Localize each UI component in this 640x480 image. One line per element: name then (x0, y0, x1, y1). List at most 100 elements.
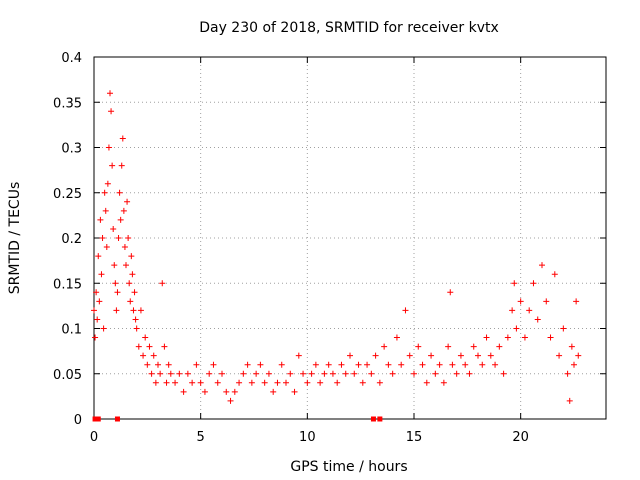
y-tick-label: 0.1 (61, 323, 82, 338)
data-point (165, 361, 172, 368)
data-point (376, 379, 383, 386)
data-point (117, 216, 124, 223)
data-point (440, 379, 447, 386)
data-point (389, 370, 396, 377)
data-point (449, 361, 456, 368)
data-point (248, 379, 255, 386)
data-point (121, 244, 128, 251)
data-point (176, 370, 183, 377)
data-point (479, 361, 486, 368)
data-point (124, 198, 131, 205)
data-point (539, 262, 545, 269)
data-point (101, 189, 108, 196)
data-point (113, 307, 120, 314)
data-point (140, 352, 147, 359)
data-point (543, 298, 550, 305)
data-point (102, 207, 109, 214)
data-point (96, 298, 103, 305)
data-point (381, 343, 388, 350)
data-point (270, 388, 277, 395)
dropout-marker (114, 416, 120, 422)
axis-ticks (93, 56, 606, 420)
data-point (236, 379, 243, 386)
data-point (210, 361, 217, 368)
data-point (566, 397, 573, 404)
data-point (334, 379, 341, 386)
data-point (283, 379, 289, 386)
data-point (312, 361, 319, 368)
data-point (347, 352, 353, 359)
data-point (219, 370, 225, 377)
y-tick-label: 0.15 (53, 277, 82, 292)
y-tick-label: 0.2 (61, 232, 82, 247)
data-point (351, 370, 358, 377)
data-point (329, 370, 336, 377)
data-point (325, 361, 332, 368)
y-tick-label: 0.35 (53, 96, 82, 111)
data-point (114, 289, 121, 296)
data-point (291, 388, 298, 395)
data-point (447, 289, 454, 296)
data-point (144, 361, 151, 368)
data-point (103, 244, 110, 251)
data-point (214, 379, 221, 386)
data-point (551, 271, 558, 278)
data-point (231, 388, 238, 395)
data-point (189, 379, 196, 386)
data-point (287, 370, 294, 377)
y-tick-label: 0.25 (53, 187, 82, 202)
data-point (556, 352, 563, 359)
dropout-markers (92, 416, 383, 422)
data-point (148, 370, 155, 377)
data-point (193, 361, 200, 368)
data-point (475, 352, 481, 359)
dropout-marker (377, 416, 383, 422)
data-point (462, 361, 469, 368)
data-point (137, 307, 144, 314)
data-point (423, 379, 430, 386)
data-point (274, 379, 281, 386)
data-point (402, 307, 409, 314)
data-point (265, 370, 272, 377)
data-point (227, 397, 234, 404)
data-point (261, 379, 268, 386)
data-point (159, 280, 166, 287)
data-point (342, 370, 349, 377)
data-point (406, 352, 413, 359)
x-tick-label: 0 (90, 430, 98, 445)
data-point (575, 352, 582, 359)
data-point (513, 325, 520, 332)
data-point (500, 370, 507, 377)
dropout-marker (95, 416, 101, 422)
data-point (161, 343, 168, 350)
data-point (411, 370, 417, 377)
data-point (105, 144, 112, 151)
data-point (321, 370, 328, 377)
data-point (300, 370, 307, 377)
data-point (146, 343, 153, 350)
x-axis-label: GPS time / hours (290, 459, 407, 475)
data-point (172, 379, 179, 386)
data-point (564, 370, 571, 377)
data-point (530, 280, 537, 287)
data-point (240, 370, 247, 377)
data-point (150, 352, 157, 359)
data-point (131, 289, 138, 296)
data-point (308, 370, 315, 377)
data-point (163, 379, 170, 386)
data-point (120, 207, 127, 214)
data-point (295, 352, 302, 359)
data-point (432, 370, 439, 377)
data-point (398, 361, 405, 368)
data-point (547, 334, 554, 341)
data-point (492, 361, 499, 368)
data-point (142, 334, 149, 341)
data-point (419, 361, 426, 368)
data-point (487, 352, 494, 359)
y-tick-label: 0 (74, 413, 82, 428)
data-point (135, 343, 142, 350)
data-point (197, 379, 204, 386)
data-point (504, 334, 511, 341)
data-point (99, 235, 106, 241)
data-point (445, 343, 452, 350)
